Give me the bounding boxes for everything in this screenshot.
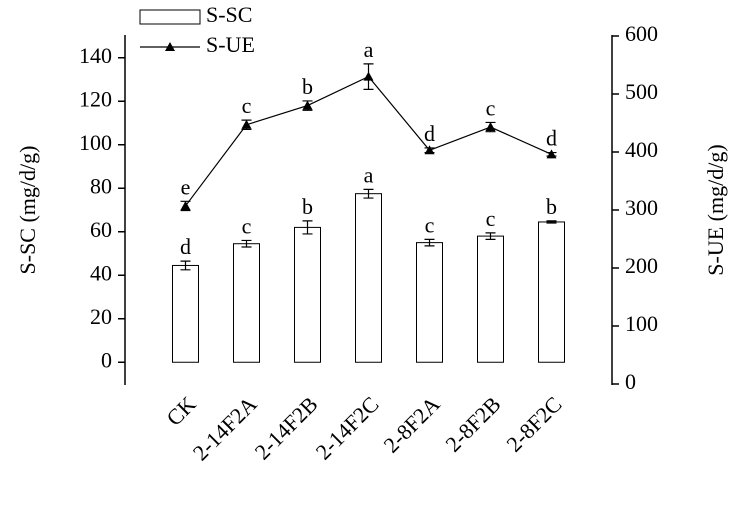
error-bar [485,232,496,240]
y-tick-label: 20 [90,304,112,329]
x-tick-label: 2-14F2C [311,391,384,464]
y-tick-label: 80 [90,173,112,198]
significance-label: b [302,194,313,219]
x-tick-label: 2-8F2B [440,391,505,456]
y-tick-label: 0 [101,347,112,372]
bar [172,264,199,363]
bar [294,226,321,363]
x-tick-label: 2-14F2A [188,391,262,465]
y2-tick-label: 500 [625,79,658,104]
significance-label: d [424,121,435,146]
y2-tick-label: 200 [625,253,658,278]
y-tick-label: 100 [79,130,112,155]
y-tick-label: 140 [79,43,112,68]
y2-tick-label: 100 [625,311,658,336]
error-bar [546,220,557,224]
x-tick-label: 2-8F2A [379,391,445,457]
marker [302,100,313,110]
y-tick-label: 120 [79,86,112,111]
bar [355,193,382,363]
legend-label: S-UE [206,32,255,57]
bar [538,221,565,363]
significance-label: c [486,95,496,120]
y-tick-label: 40 [90,260,112,285]
significance-label: c [242,93,252,118]
legend-label: S-SC [206,2,252,27]
y2-tick-label: 600 [625,21,658,46]
error-bar [180,260,191,271]
significance-label: c [425,212,435,237]
bar [416,242,443,363]
significance-label: e [181,174,191,199]
y-tick-label: 60 [90,217,112,242]
y2-tick-label: 400 [625,137,658,162]
y2-tick-label: 0 [625,369,636,394]
significance-label: c [486,206,496,231]
x-tick-label: CK [161,391,200,430]
error-bar [302,220,313,235]
y2-tick-label: 300 [625,195,658,220]
significance-label: c [242,213,252,238]
y-axis-label: S-SC (mg/d/g) [15,146,40,275]
significance-label: d [546,126,557,151]
marker [485,122,496,132]
marker [180,200,191,210]
bar [233,243,260,363]
marker [241,119,252,129]
legend-marker [165,42,175,51]
marker [363,71,374,81]
error-bar [363,188,374,199]
significance-label: b [546,194,557,219]
error-bar [241,239,252,248]
marker [546,149,557,159]
significance-label: b [302,74,313,99]
bar [477,235,504,363]
legend-swatch [139,9,201,25]
marker [424,145,435,155]
significance-label: a [364,162,374,187]
x-tick-label: 2-14F2B [250,391,323,464]
y2-axis-label: S-UE (mg/d/g) [703,144,728,275]
significance-label: d [180,234,191,259]
error-bar [424,238,435,247]
significance-label: a [364,37,374,62]
x-tick-label: 2-8F2C [501,391,566,456]
